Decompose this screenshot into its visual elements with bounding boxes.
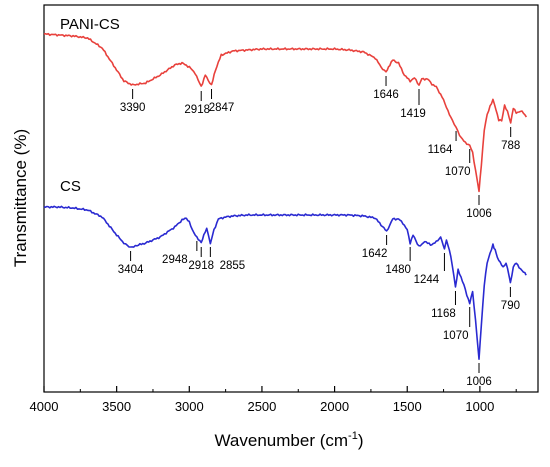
peak-label-1646: 1646 — [373, 89, 399, 101]
x-tick-label-2500: 2500 — [247, 399, 276, 414]
x-tick-label-4000: 4000 — [30, 399, 59, 414]
x-axis-title: Wavenumber (cm-1) — [215, 430, 364, 450]
peak-label-3404: 3404 — [118, 264, 144, 276]
x-axis-title-end: ) — [358, 431, 364, 450]
peak-label-1070: 1070 — [443, 330, 469, 342]
x-axis-title-main: Wavenumber (cm — [215, 431, 349, 450]
peak-label-1006: 1006 — [466, 208, 492, 220]
peak-label-1244: 1244 — [414, 274, 440, 286]
peak-label-790: 790 — [501, 300, 520, 312]
peak-label-1164: 1164 — [428, 144, 453, 156]
peak-label-1480: 1480 — [385, 264, 411, 276]
x-tick-label-1000: 1000 — [465, 399, 494, 414]
peak-label-2918: 2918 — [184, 104, 210, 116]
x-tick-label-2000: 2000 — [320, 399, 349, 414]
peak-label-3390: 3390 — [120, 102, 146, 114]
x-tick-label-3500: 3500 — [102, 399, 131, 414]
peak-label-788: 788 — [501, 140, 520, 152]
x-tick-label-3000: 3000 — [175, 399, 204, 414]
peak-label-1419: 1419 — [400, 108, 426, 120]
series-layer — [43, 32, 528, 360]
peak-label-2847: 2847 — [209, 102, 235, 114]
series-line-pani-cs — [43, 32, 528, 193]
x-axis-title-sup: -1 — [348, 430, 358, 442]
y-axis-title: Transmittance (%) — [11, 129, 30, 267]
x-tick-label-1500: 1500 — [393, 399, 422, 414]
peak-label-1168: 1168 — [431, 308, 456, 320]
x-axis: 4000 3500 3000 2500 2000 1500 1000 — [30, 386, 517, 414]
peak-label-1006: 1006 — [466, 376, 492, 388]
peak-label-2918: 2918 — [188, 260, 214, 272]
peak-label-2855: 2855 — [220, 260, 246, 272]
peak-label-1070: 1070 — [445, 166, 471, 178]
series-label-cs: CS — [60, 178, 81, 195]
annotation-layer: 3390 291828471646141911641070100678834042… — [118, 76, 520, 388]
series-line-cs — [43, 205, 527, 360]
plot-frame — [43, 4, 539, 393]
peak-label-2948: 2948 — [162, 254, 188, 266]
peak-label-1642: 1642 — [362, 248, 388, 260]
series-label-pani-cs: PANI-CS — [60, 16, 120, 33]
